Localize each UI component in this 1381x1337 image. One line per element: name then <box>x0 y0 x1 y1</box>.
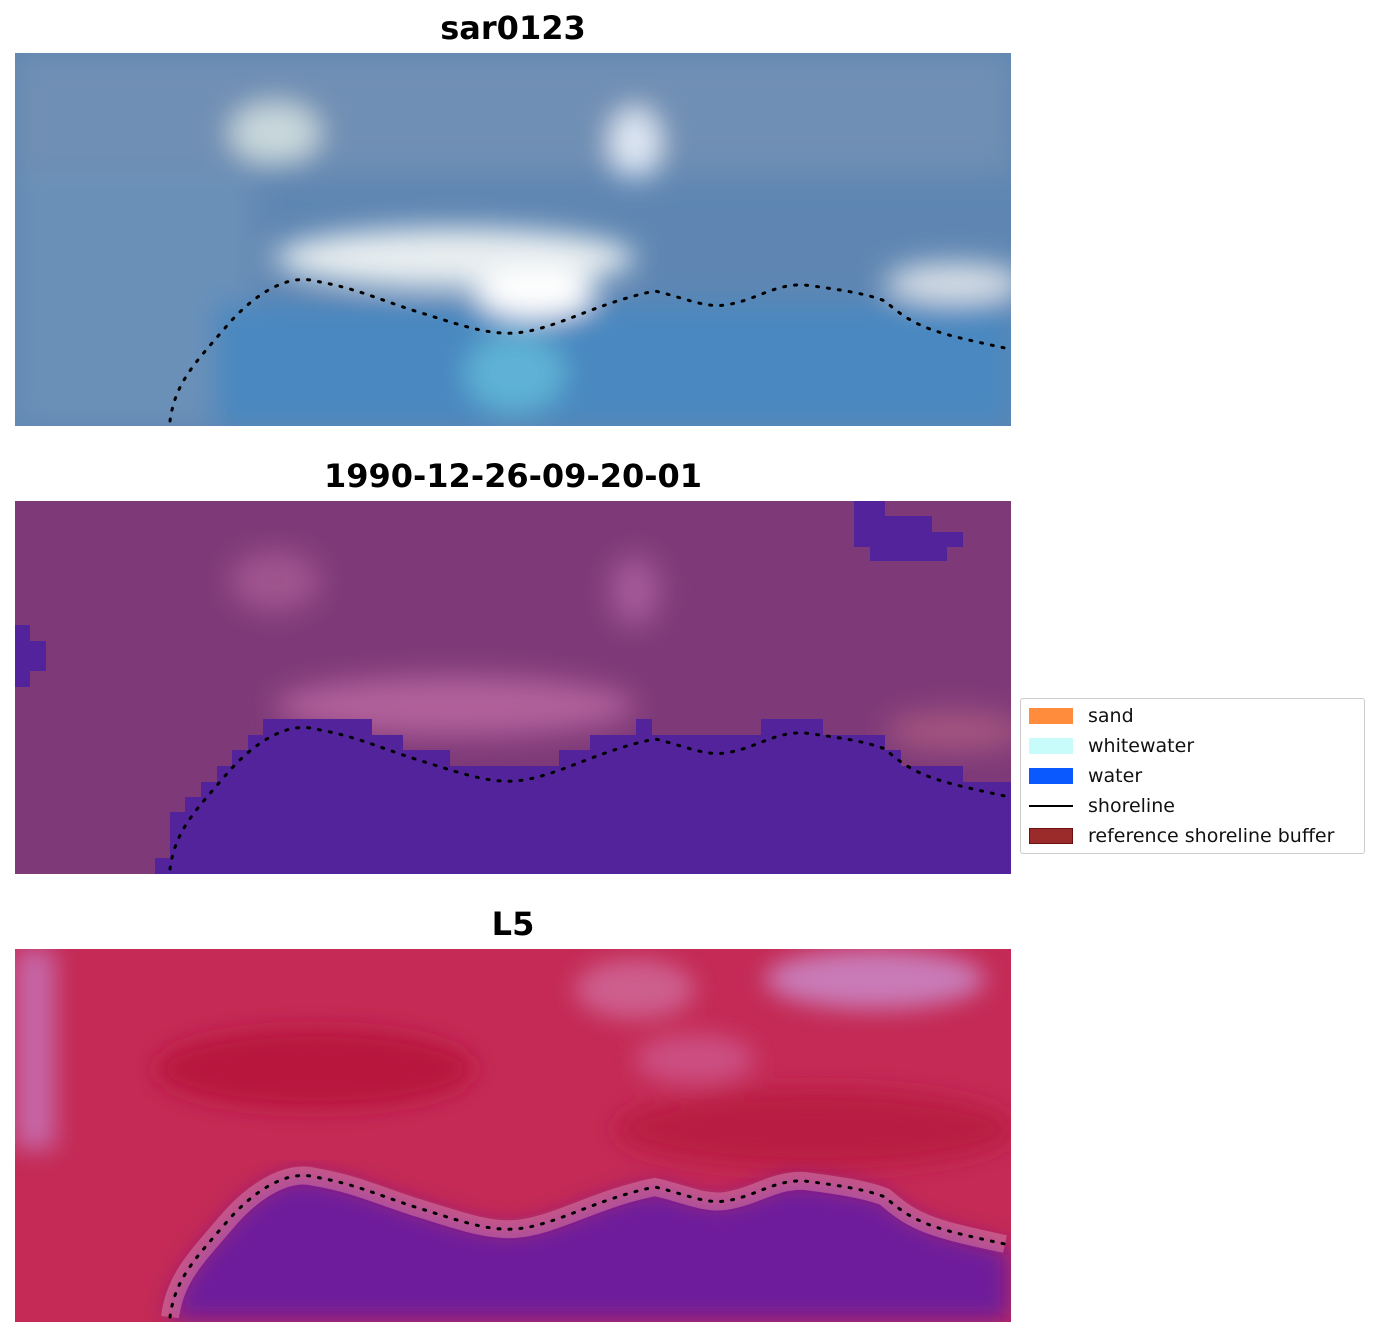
legend-label: sand <box>1088 705 1134 727</box>
legend-swatch-reference-buffer <box>1029 828 1073 844</box>
legend-label: whitewater <box>1088 735 1195 757</box>
legend-line-shoreline <box>1029 805 1073 807</box>
classified-image <box>15 501 1011 874</box>
panel-title-2: 1990-12-26-09-20-01 <box>323 457 703 495</box>
legend-label: water <box>1088 765 1143 787</box>
panel-title-3: L5 <box>491 905 535 943</box>
legend-label: shoreline <box>1088 795 1175 817</box>
panel-title-1: sar0123 <box>440 9 586 47</box>
legend-item-whitewater: whitewater <box>1029 733 1194 759</box>
legend-item-shoreline: shoreline <box>1029 793 1175 819</box>
legend-label: reference shoreline buffer <box>1088 825 1335 847</box>
legend-swatch-water <box>1029 768 1073 784</box>
legend-item-reference-buffer: reference shoreline buffer <box>1029 823 1334 849</box>
legend: sand whitewater water shoreline referenc… <box>1020 698 1365 854</box>
shoreline-dotted <box>168 278 1007 423</box>
legend-swatch-sand <box>1029 708 1073 724</box>
satellite-image-rgb <box>15 53 1011 426</box>
shoreline-dotted <box>168 726 1007 871</box>
shoreline-dotted <box>168 1174 1007 1319</box>
legend-item-water: water <box>1029 763 1142 789</box>
index-image <box>15 949 1011 1322</box>
legend-item-sand: sand <box>1029 703 1134 729</box>
legend-swatch-whitewater <box>1029 738 1073 754</box>
